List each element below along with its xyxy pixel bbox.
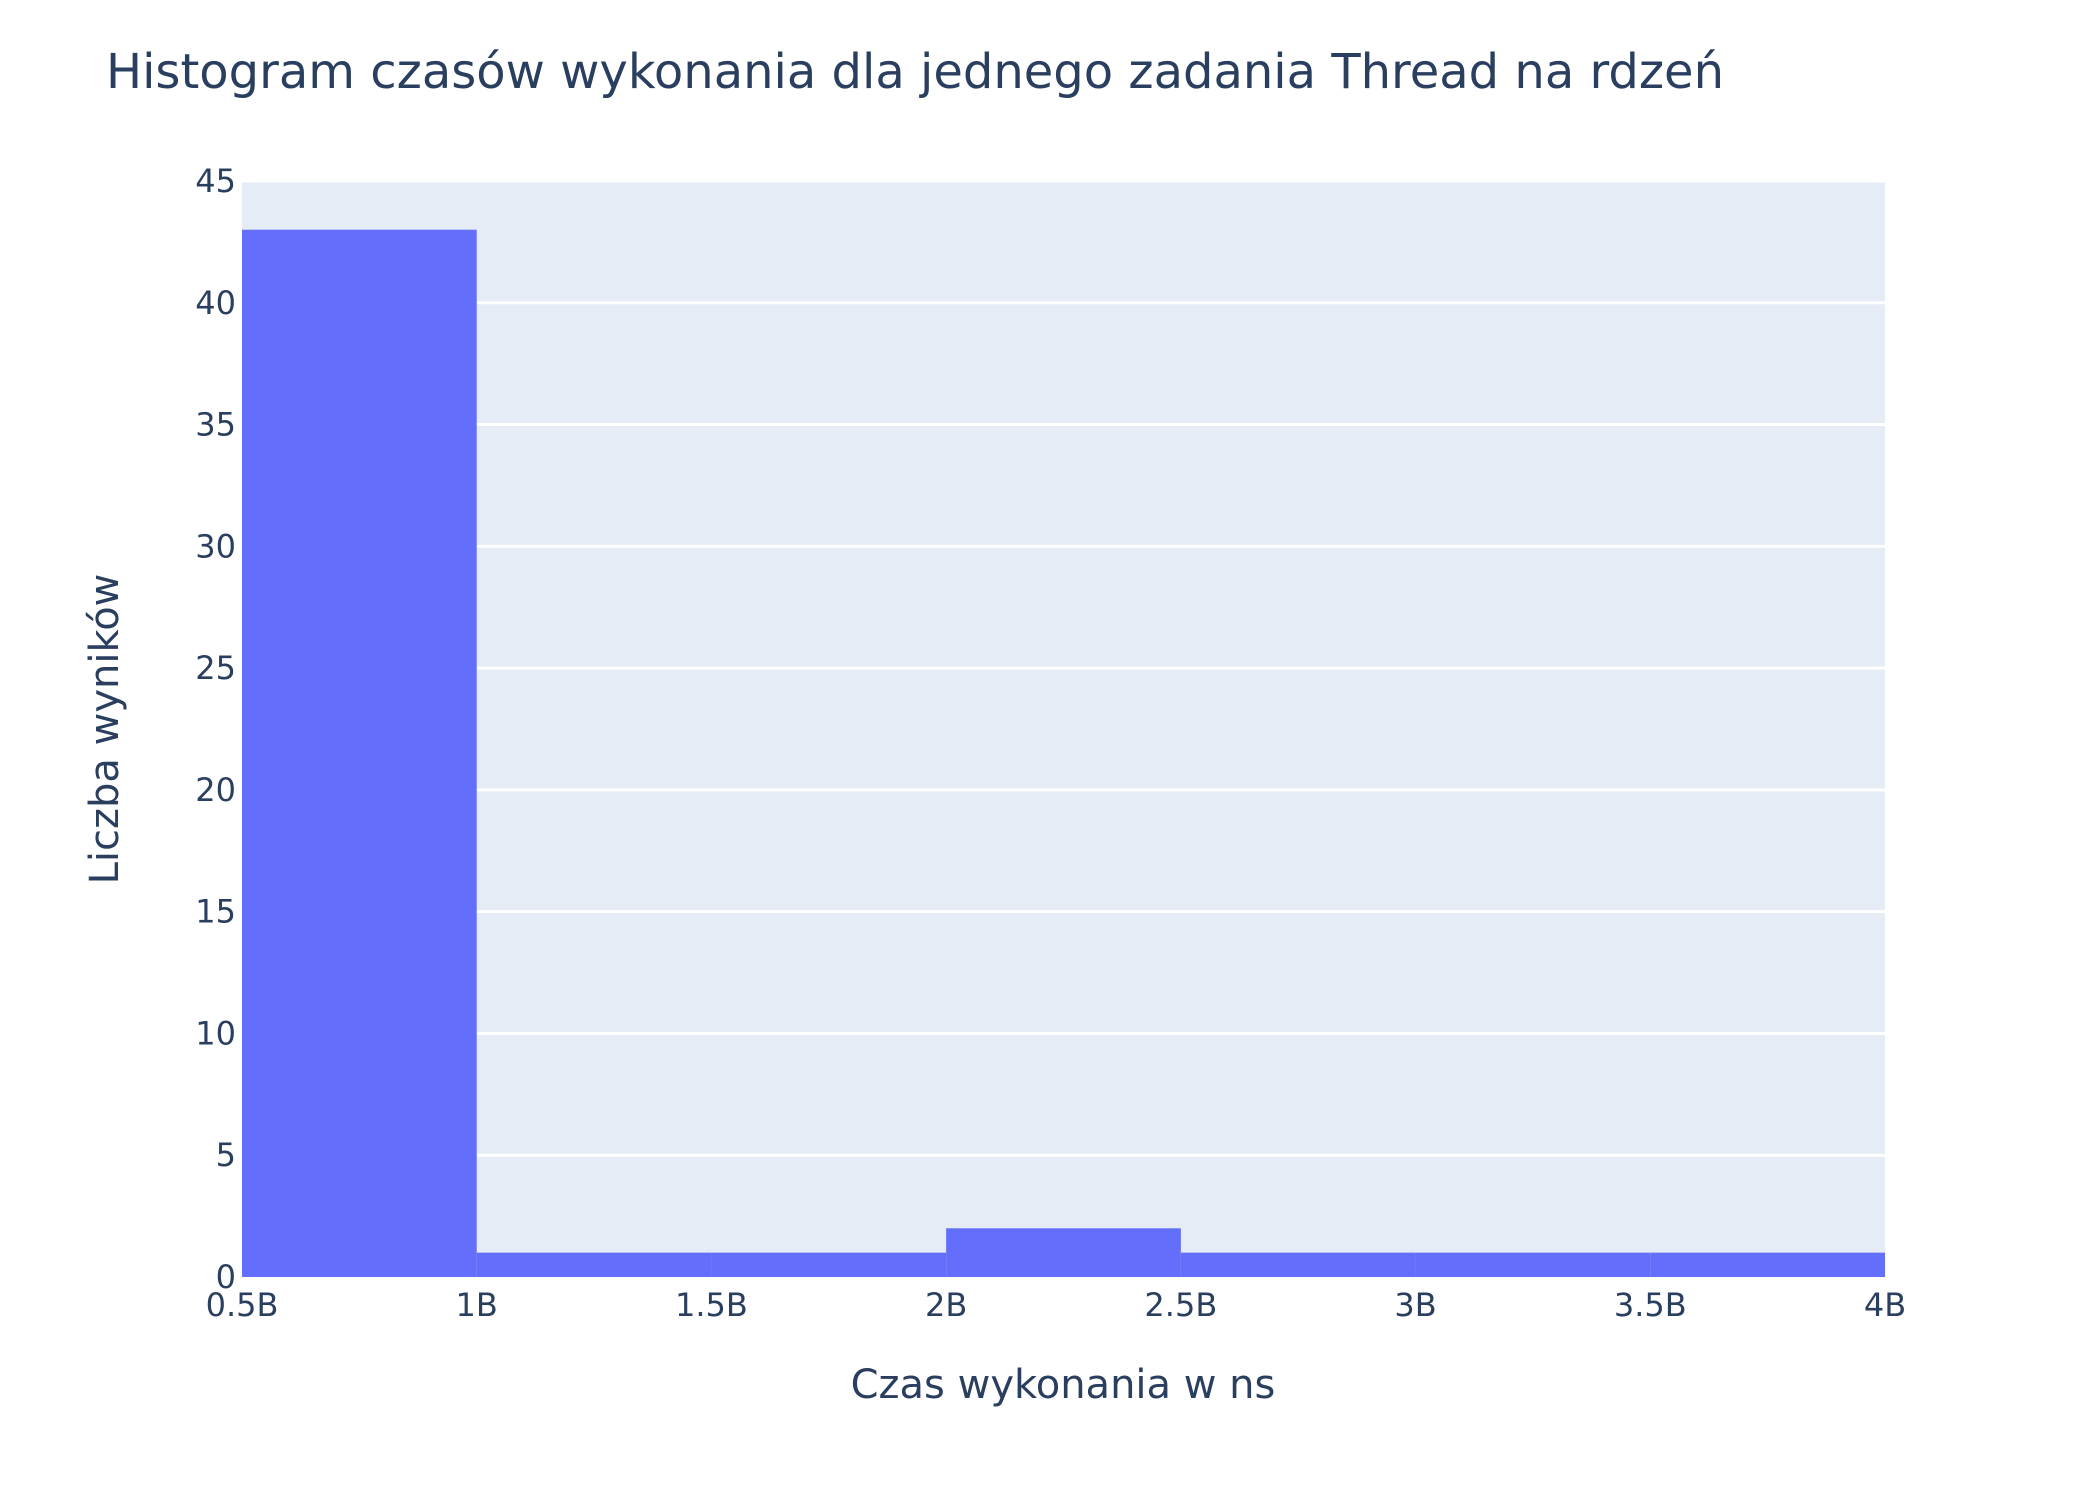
x-tick-label: 3.5B (1614, 1286, 1687, 1324)
histogram-bar-6 (1650, 1252, 1885, 1277)
y-tick-label: 30 (195, 527, 236, 565)
grid-lines (242, 179, 1885, 1157)
x-tick-label: 4B (1864, 1286, 1906, 1324)
x-tick-label: 0.5B (206, 1286, 279, 1324)
histogram-bar-5 (1415, 1252, 1651, 1277)
histogram-bar-3 (946, 1228, 1181, 1277)
y-axis-title: Liczba wyników (82, 574, 128, 885)
x-axis-ticks: 0.5B 1B 1.5B 2B 2.5B 3B 3.5B 4B (206, 1286, 1907, 1324)
y-tick-label: 5 (216, 1136, 236, 1174)
histogram-bar-0 (242, 229, 477, 1278)
y-tick-label: 45 (195, 162, 236, 200)
y-tick-label: 35 (195, 406, 236, 444)
y-tick-label: 40 (195, 284, 236, 322)
y-axis-ticks: 0 5 10 15 20 25 30 35 40 45 (195, 162, 236, 1296)
x-tick-label: 3B (1394, 1286, 1436, 1324)
x-axis-title: Czas wykonania w ns (851, 1362, 1276, 1408)
x-tick-label: 1.5B (675, 1286, 748, 1324)
x-tick-label: 2B (925, 1286, 967, 1324)
y-tick-label: 20 (195, 771, 236, 809)
y-tick-label: 25 (195, 649, 236, 687)
x-tick-label: 1B (456, 1286, 498, 1324)
y-tick-label: 0 (216, 1258, 236, 1296)
histogram-bar-2 (711, 1252, 947, 1277)
bars (242, 229, 1885, 1278)
histogram-bar-1 (476, 1252, 712, 1277)
x-tick-label: 2.5B (1144, 1286, 1217, 1324)
y-tick-label: 15 (195, 893, 236, 931)
y-tick-label: 10 (195, 1014, 236, 1052)
chart-title: Histogram czasów wykonania dla jednego z… (106, 44, 1724, 100)
plot-area (242, 181, 1885, 1277)
histogram-bar-4 (1180, 1252, 1416, 1277)
